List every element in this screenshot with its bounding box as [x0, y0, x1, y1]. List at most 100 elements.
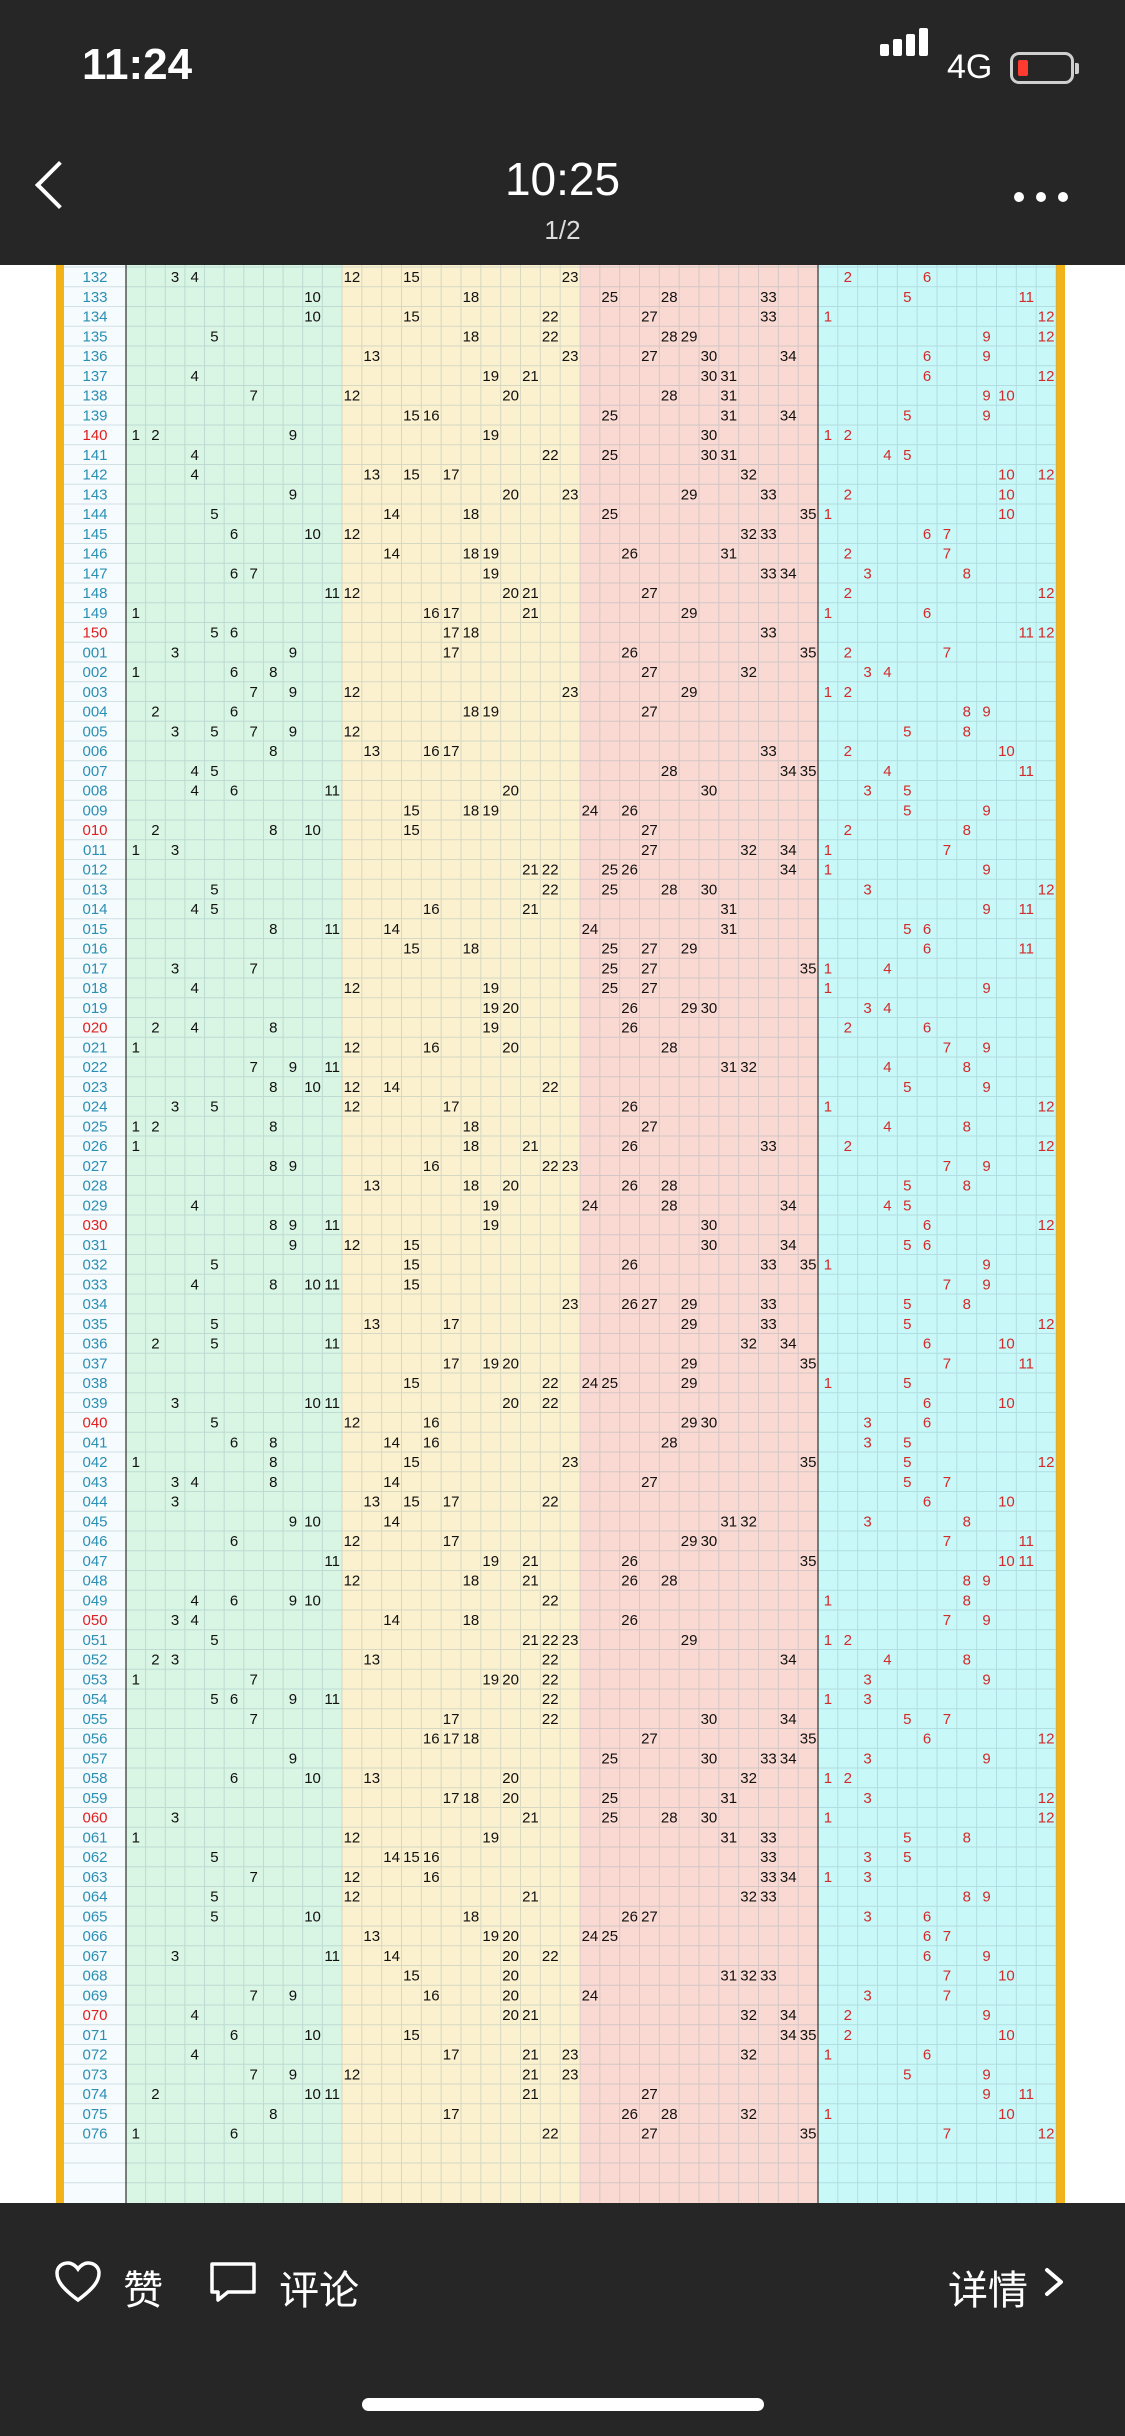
front-number: 2: [151, 1118, 159, 1135]
front-number: 30: [701, 1237, 718, 1254]
back-number: 1: [824, 684, 832, 701]
front-number: 6: [230, 1434, 238, 1451]
front-number: 26: [621, 1178, 638, 1195]
front-number: 27: [641, 980, 658, 997]
front-number: 19: [482, 1197, 499, 1214]
front-number: 8: [269, 1276, 277, 1293]
lottery-chart[interactable]: 132 3 4 12 15 23 2 6 133 10 18 25 28 33 5 11 134 10 15 22 27…: [0, 265, 1125, 2203]
back-number: 6: [923, 1395, 931, 1412]
front-number: 27: [641, 1474, 658, 1491]
front-number: 4: [191, 1197, 199, 1214]
back-number: 1: [824, 980, 832, 997]
front-number: 1: [132, 1671, 140, 1688]
chevron-right-icon: [1039, 2267, 1069, 2311]
front-number: 1: [132, 605, 140, 622]
front-number: 17: [443, 467, 460, 484]
front-number: 33: [760, 1849, 777, 1866]
front-number: 10: [304, 1908, 321, 1925]
issue-number: 140: [82, 427, 107, 444]
back-number: 3: [863, 783, 871, 800]
back-number: 4: [883, 664, 891, 681]
back-number: 9: [982, 901, 990, 918]
back-number: 7: [943, 1039, 951, 1056]
front-number: 20: [502, 1671, 519, 1688]
front-number: 14: [383, 1948, 400, 1965]
front-number: 28: [661, 289, 678, 306]
back-number: 5: [903, 1237, 911, 1254]
front-number: 23: [562, 2047, 579, 2064]
front-number: 7: [249, 565, 257, 582]
front-number: 9: [289, 2066, 297, 2083]
back-number: 2: [844, 1770, 852, 1787]
front-number: 12: [344, 1573, 361, 1590]
issue-number: 021: [82, 1039, 107, 1056]
front-number: 25: [601, 1810, 618, 1827]
back-number: 5: [903, 723, 911, 740]
back-number: 11: [1018, 289, 1034, 306]
front-number: 4: [191, 368, 199, 385]
front-number: 19: [482, 1355, 499, 1372]
back-number: 9: [982, 328, 990, 345]
back-number: 12: [1038, 368, 1055, 385]
front-number: 14: [383, 1079, 400, 1096]
details-button[interactable]: 详情: [948, 2258, 1069, 2316]
front-number: 29: [681, 605, 698, 622]
issue-number: 048: [82, 1573, 107, 1590]
front-number: 33: [760, 1316, 777, 1333]
front-number: 5: [210, 328, 218, 345]
issue-number: 065: [82, 1908, 107, 1925]
back-number: 8: [963, 565, 971, 582]
front-number: 32: [740, 2106, 757, 2123]
front-number: 17: [443, 1316, 460, 1333]
back-number: 3: [863, 1908, 871, 1925]
front-number: 29: [681, 1316, 698, 1333]
issue-number: 142: [82, 467, 107, 484]
front-number: 19: [482, 1671, 499, 1688]
zone-bg-3: [580, 265, 818, 2203]
issue-number: 143: [82, 486, 107, 503]
front-number: 9: [289, 1987, 297, 2004]
front-number: 1: [132, 842, 140, 859]
front-number: 19: [482, 1020, 499, 1037]
like-button[interactable]: 赞: [54, 2258, 163, 2316]
front-number: 23: [562, 2066, 579, 2083]
front-number: 4: [191, 447, 199, 464]
front-number: 24: [582, 921, 599, 938]
back-number: 1: [824, 506, 832, 523]
comment-button[interactable]: 评论: [208, 2258, 359, 2316]
front-number: 25: [601, 407, 618, 424]
issue-number: 016: [82, 941, 107, 958]
front-number: 12: [344, 526, 361, 543]
front-number: 34: [780, 1652, 797, 1669]
back-number: 2: [844, 486, 852, 503]
issue-number: 009: [82, 802, 107, 819]
front-number: 16: [423, 1869, 440, 1886]
front-number: 20: [502, 1987, 519, 2004]
right-border: [1056, 265, 1065, 2203]
front-number: 14: [383, 506, 400, 523]
front-number: 1: [132, 427, 140, 444]
back-number: 8: [963, 1296, 971, 1313]
front-number: 5: [210, 1257, 218, 1274]
front-number: 12: [344, 1829, 361, 1846]
issue-number: 044: [82, 1494, 107, 1511]
back-number: 10: [998, 388, 1015, 405]
front-number: 21: [522, 862, 539, 879]
front-number: 25: [601, 1375, 618, 1392]
back-number: 12: [1038, 1790, 1055, 1807]
home-indicator[interactable]: [362, 2398, 764, 2411]
front-number: 35: [800, 1731, 817, 1748]
front-number: 20: [502, 486, 519, 503]
front-number: 20: [502, 1178, 519, 1195]
back-number: 3: [863, 1513, 871, 1530]
front-number: 18: [463, 289, 480, 306]
front-number: 27: [641, 2086, 658, 2103]
back-number: 6: [923, 1908, 931, 1925]
front-number: 34: [780, 1197, 797, 1214]
back-number: 6: [923, 368, 931, 385]
front-number: 33: [760, 565, 777, 582]
back-number: 7: [943, 1533, 951, 1550]
front-number: 17: [443, 1494, 460, 1511]
front-number: 27: [641, 704, 658, 721]
back-number: 1: [824, 2106, 832, 2123]
